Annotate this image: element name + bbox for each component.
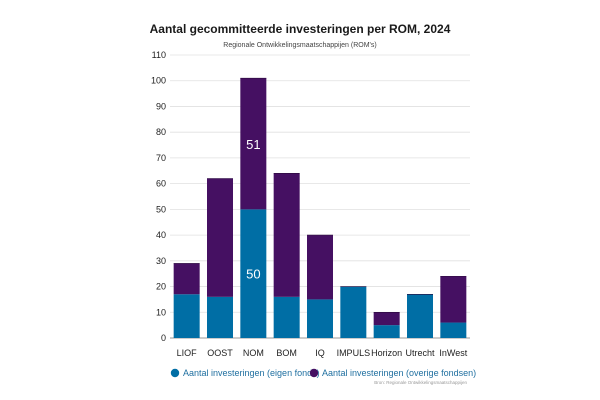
bar-iq-series-2 [307,235,333,300]
y-tick-label-60: 60 [156,179,166,189]
y-tick-label-70: 70 [156,153,166,163]
bar-nom-series-2 [240,78,267,210]
x-axis-ticks: LIOF OOST NOM BOM IQ IMPULS Horizon Utrecht InWe… [177,348,468,358]
bar-oost-series-1 [207,296,233,338]
bar-bom-series-1 [273,296,300,338]
bar-horizon-series-2 [373,312,400,326]
legend-swatch-1 [170,368,180,378]
y-tick-label-20: 20 [156,282,166,292]
x-tick-label-bom: BOM [276,348,297,358]
legend-label-1: Aantal investeringen (eigen fonds) [183,368,320,378]
x-tick-label-nom: NOM [243,348,264,358]
bars [173,77,467,338]
bar-iq-series-1 [307,299,333,338]
bar-utrecht-series-1 [407,294,433,338]
y-tick-label-100: 100 [151,76,166,86]
bar-nom-series-1 [240,209,267,338]
bar-impuls-series-1 [340,286,367,338]
data-labels: 50 51 [246,137,260,282]
x-tick-label-inwest: InWest [439,348,467,358]
bar-oost-series-2 [207,178,233,297]
legend: Aantal investeringen (eigen fonds) Aantal… [170,368,476,378]
x-tick-label-iq: IQ [315,348,325,358]
bar-liof-series-1 [173,294,200,338]
bar-inwest-series-2 [440,276,467,323]
y-tick-label-0: 0 [161,333,166,343]
chart-subtitle: Regionale Ontwikkelingsmaatschappijen (R… [223,42,376,49]
x-tick-label-liof: LIOF [177,348,198,358]
legend-label-2: Aantal investeringen (overige fondsen) [322,368,476,378]
x-tick-label-horizon: Horizon [371,348,402,358]
bar-liof-series-2 [173,263,200,295]
bar-horizon-series-1 [373,325,400,338]
y-tick-label-30: 30 [156,256,166,266]
y-tick-label-90: 90 [156,101,166,111]
x-tick-label-oost: OOST [207,348,233,358]
chart-title: Aantal gecommitteerde investeringen per … [150,22,451,36]
y-tick-label-50: 50 [156,204,166,214]
data-label-nom-2: 51 [246,137,260,152]
legend-swatch-2 [309,368,319,378]
bar-bom-series-2 [273,173,300,297]
x-tick-label-utrecht: Utrecht [405,348,435,358]
source-note: Bron: Regionale Ontwikkelingsmaatschappi… [374,380,467,385]
data-label-nom-1: 50 [246,267,260,282]
x-tick-label-impuls: IMPULS [337,348,371,358]
bar-inwest-series-1 [440,322,467,338]
y-tick-label-10: 10 [156,307,166,317]
y-tick-label-40: 40 [156,230,166,240]
y-tick-label-80: 80 [156,127,166,137]
y-axis-ticks: 0 10 20 30 40 50 60 70 80 90 100 110 [151,50,166,343]
y-tick-label-110: 110 [152,50,166,60]
